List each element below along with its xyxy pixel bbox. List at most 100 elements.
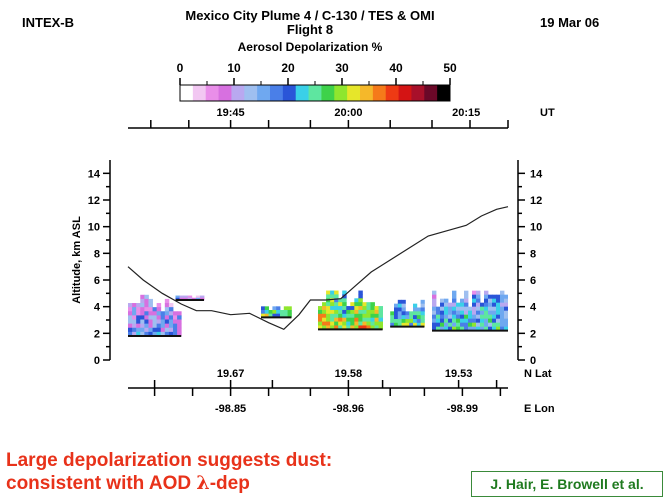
aerosol-cell: [350, 306, 355, 311]
aerosol-cell: [432, 322, 437, 328]
aerosol-cell: [342, 298, 347, 303]
aerosol-cell: [436, 306, 441, 312]
aerosol-cell: [390, 311, 395, 316]
aerosol-cell: [173, 327, 178, 333]
aerosol-cell: [152, 327, 158, 333]
aerosol-cell: [177, 315, 182, 320]
aerosol-cell: [452, 290, 457, 296]
lat-tick-label: 19.58: [335, 368, 363, 380]
aerosol-cell: [148, 331, 153, 337]
right-y-tick-label: 10: [530, 222, 542, 234]
aerosol-cell: [452, 322, 457, 328]
aerosol-cell: [448, 306, 453, 312]
aerosol-cell: [330, 309, 335, 315]
aerosol-cell: [354, 302, 359, 307]
aerosol-cell: [394, 303, 399, 308]
aerosol-cell: [460, 298, 465, 304]
aerosol-cell: [472, 294, 477, 300]
aerosol-cell: [390, 319, 395, 324]
aerosol-cell: [342, 309, 347, 315]
aerosol-cell: [476, 322, 481, 328]
aerosol-cell: [436, 318, 441, 324]
aerosol-cell: [195, 295, 201, 299]
left-y-tick-label: 4: [94, 302, 101, 314]
aerosol-cell: [394, 319, 399, 324]
aerosol-cell: [488, 298, 493, 304]
aerosol-cell: [276, 310, 281, 315]
aerosol-cell: [330, 290, 335, 295]
aerosol-cell: [144, 331, 149, 337]
aerosol-cell: [148, 307, 153, 312]
aerosol-cell: [342, 290, 347, 295]
aerosol-cell: [362, 313, 367, 319]
aerosol-cell: [452, 314, 457, 320]
aerosol-cell: [468, 314, 473, 320]
aerosol-cell: [140, 311, 145, 316]
aerosol-cell: [488, 294, 493, 300]
aerosol-cell: [480, 318, 485, 324]
aerosol-cell: [397, 315, 402, 320]
aerosol-cell: [346, 317, 351, 322]
colorbar-swatch: [308, 85, 322, 101]
aerosol-cell: [342, 294, 347, 299]
aerosol-cell: [472, 314, 477, 320]
aerosol-cell: [168, 315, 174, 320]
aerosol-cell: [148, 327, 153, 333]
aerosol-cell: [468, 326, 473, 332]
chart-title: Mexico City Plume 4 / C-130 / TES & OMI: [185, 8, 435, 23]
aerosol-cell: [378, 309, 383, 315]
aerosol-cell: [374, 313, 379, 319]
aerosol-cell: [152, 307, 158, 312]
aerosol-cell: [354, 313, 359, 319]
aerosol-cell: [160, 323, 166, 329]
aerosol-cell: [432, 318, 437, 324]
aerosol-cell: [492, 302, 497, 308]
lon-tick-label: -98.85: [215, 403, 246, 415]
time-tick-label: 20:15: [452, 107, 480, 119]
aerosol-cell: [476, 306, 481, 312]
aerosol-cell: [132, 311, 137, 316]
aerosol-cell: [413, 315, 418, 320]
aerosol-cell: [362, 317, 367, 322]
aerosol-cell: [156, 311, 162, 316]
aerosol-cell: [144, 294, 149, 300]
aerosol-cell: [504, 314, 508, 320]
aerosol-cell: [160, 319, 166, 325]
left-y-tick-label: 14: [88, 168, 101, 180]
aerosol-cell: [496, 314, 501, 320]
aerosol-cell: [488, 302, 493, 308]
aerosol-cell: [164, 315, 170, 320]
aerosol-cell: [416, 315, 421, 320]
aerosol-cell: [318, 325, 323, 330]
aerosol-cell: [409, 315, 414, 320]
aerosol-cell: [160, 315, 166, 320]
aerosol-cell: [326, 306, 331, 311]
colorbar-swatch: [411, 85, 425, 101]
aerosol-cell: [346, 306, 351, 311]
aerosol-cell: [334, 317, 339, 322]
aerosol-cell: [374, 306, 379, 311]
aerosol-cell: [476, 314, 481, 320]
aerosol-cell: [272, 310, 277, 315]
time-tick-label: 20:00: [334, 107, 362, 119]
aerosol-cell: [179, 295, 185, 299]
aerosol-cell: [405, 315, 410, 320]
aerosol-cell: [128, 311, 133, 316]
colorbar-swatch: [385, 85, 400, 101]
aerosol-cell: [156, 303, 162, 308]
aerosol-cell: [132, 315, 137, 320]
aerosol-cell: [362, 302, 367, 307]
aerosol-cell: [326, 313, 331, 319]
colorbar-tick-label: 10: [227, 61, 241, 75]
aerosol-cell: [136, 315, 141, 320]
right-y-tick-label: 4: [530, 302, 537, 314]
aerosol-cell: [504, 310, 508, 316]
colorbar-swatch: [192, 85, 207, 101]
aerosol-cell: [436, 314, 441, 320]
aerosol-cell: [148, 311, 153, 316]
aerosol-cell: [318, 309, 323, 315]
aerosol-layers: [128, 290, 508, 337]
aerosol-cell: [420, 322, 425, 328]
aerosol-cell: [444, 314, 449, 320]
aerosol-cell: [350, 313, 355, 319]
